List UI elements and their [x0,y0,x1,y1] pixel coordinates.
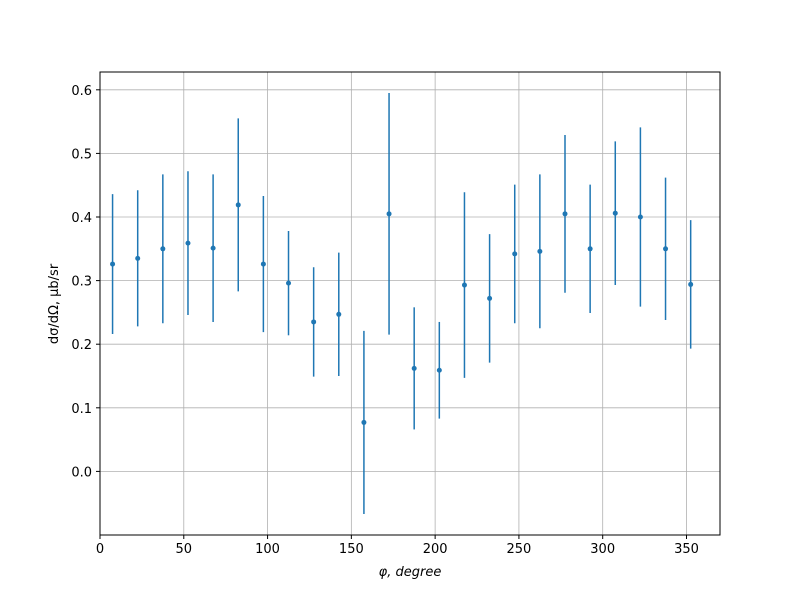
x-tick-label: 100 [255,542,280,557]
data-point [436,367,442,373]
plot-frame [99,71,721,536]
data-point [135,255,141,261]
x-axis-label: φ, degree [379,565,442,580]
data-point [260,261,266,267]
data-point [361,419,367,425]
data-point [386,211,392,217]
data-point [311,319,317,325]
x-tick-label: 150 [339,542,364,557]
data-point [612,210,618,216]
data-point [235,202,241,208]
y-tick-label: 0.2 [71,338,92,353]
data-point [663,246,669,252]
y-tick-label: 0.3 [71,275,92,290]
x-tick-label: 50 [176,542,193,557]
y-tick-label: 0.5 [71,147,92,162]
x-tick-label: 350 [674,542,699,557]
x-tick-label: 300 [590,542,615,557]
y-tick-label: 0.6 [71,84,92,99]
data-point [688,281,694,287]
y-axis-label: dσ/dΩ, μb/sr [47,263,62,344]
data-point [637,214,643,220]
data-point [537,248,543,254]
y-tick-label: 0.4 [71,211,92,226]
data-point [210,245,216,251]
data-point [185,240,191,246]
x-tick-label: 200 [423,542,448,557]
data-point [487,295,493,301]
x-tick-label: 0 [96,542,104,557]
x-tick-label: 250 [507,542,532,557]
data-point [336,311,342,317]
data-point [587,246,593,252]
data-point [110,261,116,267]
y-tick-label: 0.1 [71,402,92,417]
data-point [461,282,467,288]
data-point [512,251,518,257]
data-point [160,246,166,252]
data-point [562,211,568,217]
data-point [286,280,292,286]
y-tick-label: 0.0 [71,465,92,480]
data-point [411,365,417,371]
